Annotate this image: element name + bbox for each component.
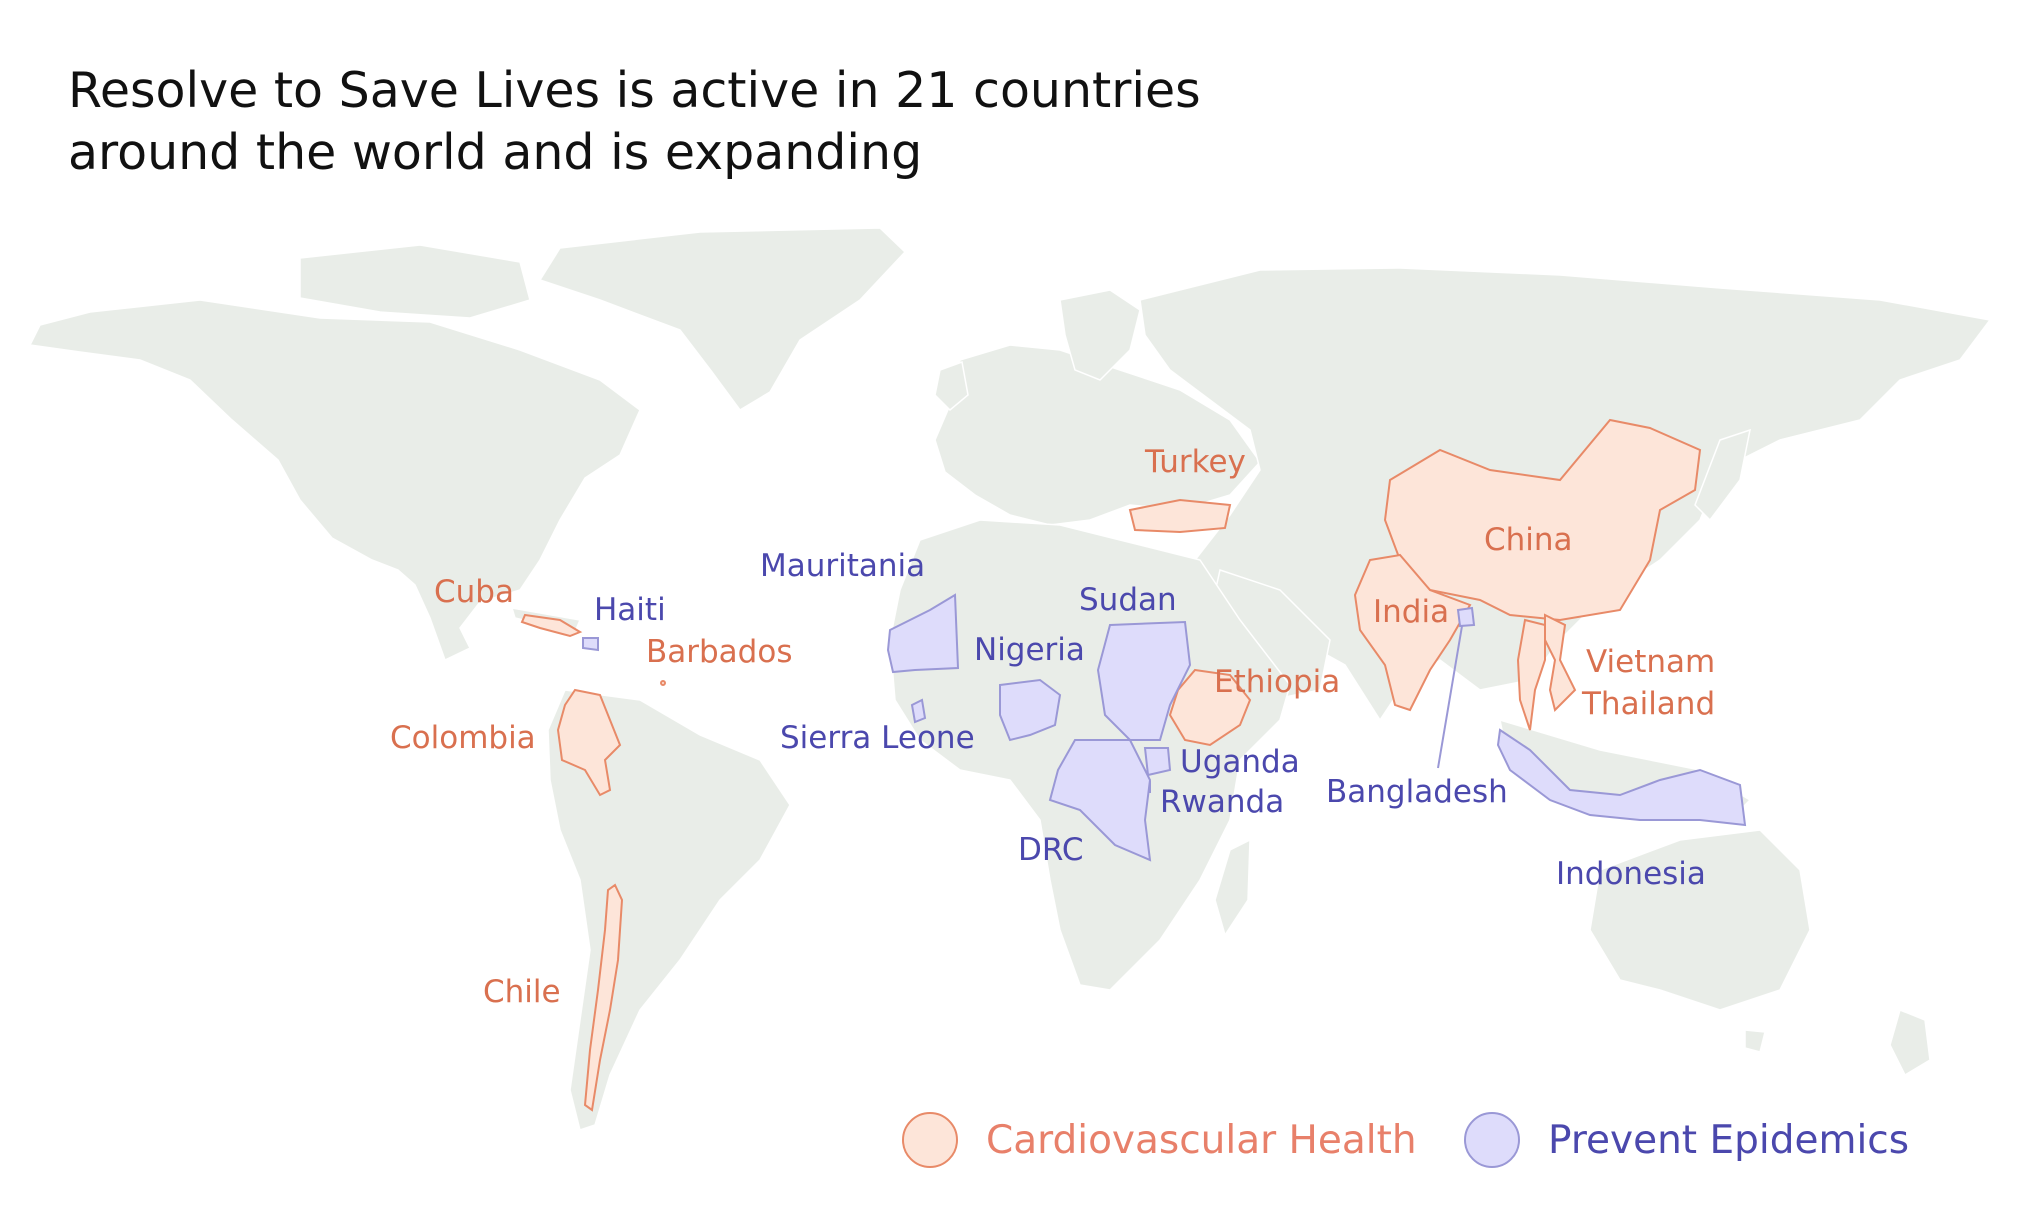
label-nigeria: Nigeria <box>974 632 1085 668</box>
label-china: China <box>1484 522 1573 558</box>
legend-epidemics: Prevent Epidemics <box>1464 1112 1909 1168</box>
country-uganda <box>1143 747 1172 777</box>
land-madagascar <box>1214 838 1251 937</box>
country-mauritania <box>886 593 960 674</box>
land-arctic-islands <box>299 244 531 319</box>
label-chile: Chile <box>483 974 561 1010</box>
country-turkey <box>1128 498 1232 534</box>
country-ethiopia <box>1168 668 1252 747</box>
country-chile <box>583 883 624 1112</box>
country-thailand <box>1516 618 1546 731</box>
label-turkey: Turkey <box>1145 444 1246 480</box>
country-india <box>1353 553 1472 712</box>
country-barbados <box>660 680 666 686</box>
land-uk <box>934 360 969 412</box>
legend-cardiovascular: Cardiovascular Health <box>902 1112 1417 1168</box>
country-nigeria <box>999 678 1062 742</box>
country-cuba <box>520 613 583 638</box>
label-mauritania: Mauritania <box>760 548 926 584</box>
label-sudan: Sudan <box>1079 582 1177 618</box>
land-greenland <box>538 227 907 411</box>
legend-cardiovascular-label: Cardiovascular Health <box>986 1117 1417 1163</box>
land-north-america <box>28 299 641 662</box>
label-thailand: Thailand <box>1582 686 1716 722</box>
label-uganda: Uganda <box>1180 744 1300 780</box>
country-sierra-leone <box>910 698 927 724</box>
label-vietnam: Vietnam <box>1586 644 1716 680</box>
cardiovascular-countries <box>520 418 1702 1112</box>
label-drc: DRC <box>1018 832 1084 868</box>
country-indonesia <box>1496 728 1747 827</box>
label-ethiopia: Ethiopia <box>1214 664 1341 700</box>
label-bangladesh: Bangladesh <box>1326 774 1508 810</box>
country-colombia <box>556 688 622 797</box>
legend-epidemics-label: Prevent Epidemics <box>1548 1117 1910 1163</box>
country-sudan <box>1096 620 1192 741</box>
title-line-1: Resolve to Save Lives is active in 21 co… <box>68 62 1201 119</box>
legend-cardiovascular-swatch <box>902 1112 958 1168</box>
label-rwanda: Rwanda <box>1160 784 1285 820</box>
title-line-2: around the world and is expanding <box>68 124 923 181</box>
country-bangladesh <box>1456 606 1476 628</box>
land-tasmania <box>1744 1029 1766 1053</box>
label-india: India <box>1373 594 1450 630</box>
land-scandinavia <box>1059 289 1141 381</box>
label-cuba: Cuba <box>434 574 514 610</box>
epidemics-countries <box>582 593 1747 862</box>
country-drc <box>1048 739 1152 862</box>
country-haiti <box>582 637 599 652</box>
bangladesh-leader-line <box>1437 625 1463 769</box>
land-australia <box>1589 829 1811 1011</box>
land-japan <box>1694 428 1751 522</box>
label-barbados: Barbados <box>646 634 793 670</box>
label-haiti: Haiti <box>594 592 666 628</box>
legend-epidemics-swatch <box>1464 1112 1520 1168</box>
map-title: Resolve to Save Lives is active in 21 co… <box>68 60 1201 184</box>
label-colombia: Colombia <box>390 720 536 756</box>
country-vietnam <box>1544 613 1577 712</box>
land-new-zealand <box>1889 1008 1931 1077</box>
label-indonesia: Indonesia <box>1556 856 1706 892</box>
label-sierra-leone: Sierra Leone <box>780 720 975 756</box>
